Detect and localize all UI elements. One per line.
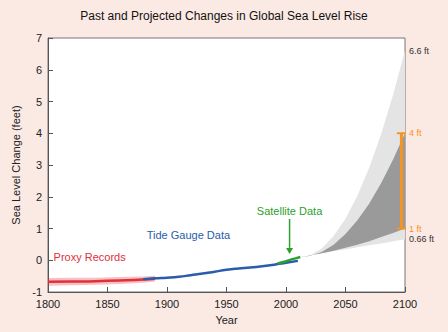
svg-text:4 ft: 4 ft	[409, 128, 422, 138]
svg-text:2050: 2050	[333, 298, 357, 310]
svg-text:Year: Year	[215, 314, 238, 326]
svg-text:7: 7	[36, 32, 42, 44]
svg-text:2100: 2100	[393, 298, 417, 310]
svg-text:6: 6	[36, 64, 42, 76]
svg-text:1800: 1800	[36, 298, 60, 310]
svg-text:6.6 ft: 6.6 ft	[409, 46, 430, 56]
svg-text:Tide Gauge Data: Tide Gauge Data	[147, 229, 231, 241]
svg-text:1900: 1900	[155, 298, 179, 310]
svg-text:-1: -1	[32, 286, 42, 298]
svg-text:Proxy Records: Proxy Records	[54, 251, 127, 263]
svg-text:0: 0	[36, 254, 42, 266]
svg-text:Satellite Data: Satellite Data	[257, 205, 323, 217]
svg-text:1: 1	[36, 223, 42, 235]
svg-text:0.66 ft: 0.66 ft	[409, 234, 435, 244]
svg-text:1850: 1850	[95, 298, 119, 310]
svg-text:5: 5	[36, 96, 42, 108]
svg-text:1 ft: 1 ft	[409, 224, 422, 234]
svg-text:1950: 1950	[214, 298, 238, 310]
svg-text:3: 3	[36, 159, 42, 171]
svg-text:4: 4	[36, 127, 42, 139]
svg-text:Past and Projected Changes in: Past and Projected Changes in Global Sea…	[80, 9, 368, 23]
svg-text:2: 2	[36, 191, 42, 203]
svg-text:Sea Level Change (feet): Sea Level Change (feet)	[10, 105, 22, 224]
svg-text:2000: 2000	[274, 298, 298, 310]
